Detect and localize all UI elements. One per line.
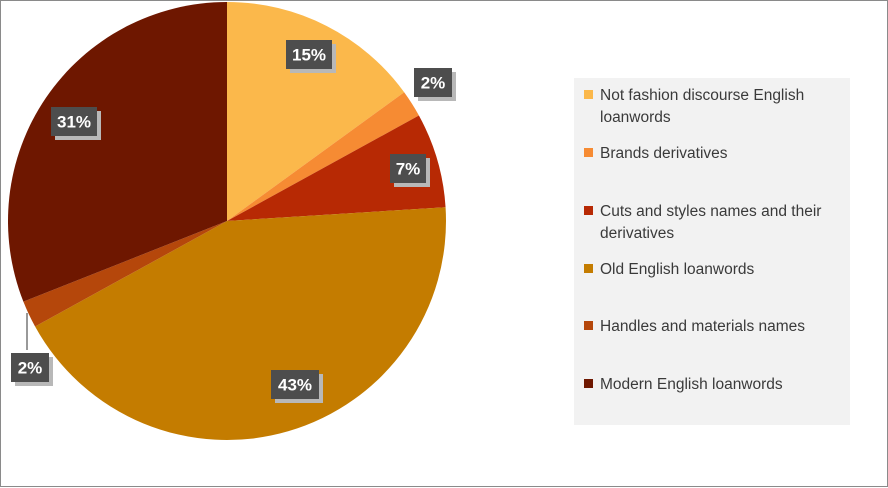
data-label-text: 15% — [292, 46, 326, 65]
data-label-text: 43% — [278, 376, 312, 395]
data-label-box — [414, 68, 452, 97]
legend-label: Modern English loanwords — [600, 376, 783, 393]
legend: Not fashion discourse English loanwords … — [574, 78, 850, 425]
legend-label: Handles and materials names — [600, 318, 806, 335]
pie-slices — [8, 2, 446, 440]
pie-slice-modern-english-loanwords — [8, 2, 228, 302]
data-label-text: 2% — [18, 359, 43, 378]
legend-swatch — [584, 206, 593, 215]
data-label-handles-and-materials-names: 2% — [11, 353, 53, 386]
data-labels: 15% 2% 7% 43% 2% 31% — [11, 40, 456, 403]
legend-label: Cuts and styles names and their derivati… — [600, 203, 822, 242]
pie-slice-brands-derivatives — [227, 92, 419, 222]
data-label-cuts-and-styles-names-and-their-derivatives: 7% — [390, 154, 430, 187]
legend-label: Not fashion discourse English loanwords — [600, 87, 805, 126]
data-label-text: 7% — [396, 160, 421, 179]
data-label-box — [286, 40, 332, 69]
legend-label: Brands derivatives — [600, 145, 728, 162]
data-label-old-english-loanwords: 43% — [271, 370, 323, 403]
legend-swatch — [584, 90, 593, 99]
pie-slice-cuts-and-styles-names-and-their-derivatives — [227, 115, 446, 221]
legend-swatch — [584, 148, 593, 157]
data-label-brands-derivatives: 2% — [414, 68, 456, 101]
data-label-modern-english-loanwords: 31% — [51, 107, 101, 140]
pie-slice-handles-and-materials-names — [23, 221, 227, 327]
data-label-box — [11, 353, 49, 382]
data-label-not-fashion-discourse-english-loanwords: 15% — [286, 40, 336, 73]
legend-swatch — [584, 379, 593, 388]
legend-swatch — [584, 321, 593, 330]
pie-slice-old-english-loanwords — [35, 207, 446, 440]
legend-label: Old English loanwords — [600, 261, 755, 278]
data-label-box — [51, 107, 97, 136]
data-label-box — [271, 370, 319, 399]
data-label-text: 2% — [421, 74, 446, 93]
data-label-box — [390, 154, 426, 183]
legend-swatch — [584, 264, 593, 273]
pie-slice-not-fashion-discourse-english-loanwords — [227, 2, 405, 221]
data-label-text: 31% — [57, 113, 91, 132]
